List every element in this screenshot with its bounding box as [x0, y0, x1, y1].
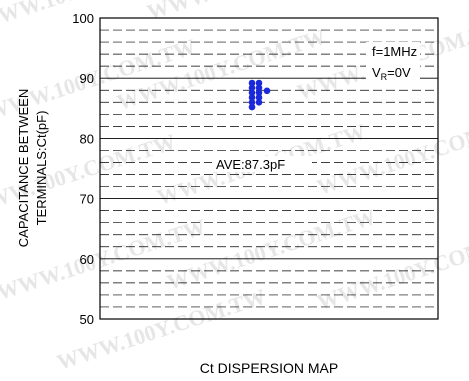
average-value: AVE:87.3pF: [216, 157, 285, 172]
average-annotation: AVE:87.3pF: [212, 156, 312, 172]
voltage-condition: VR=0V: [372, 65, 411, 82]
y-tick-label: 60: [80, 252, 94, 267]
y-tick-label: 70: [80, 192, 94, 207]
data-point: [255, 79, 263, 87]
y-axis-label-line-1: CAPACITANCE BETWEEN: [16, 89, 31, 247]
data-points: [248, 79, 271, 111]
data-point: [255, 98, 263, 106]
data-point: [248, 98, 256, 106]
y-tick-label: 80: [80, 131, 94, 146]
y-tick-label: 50: [80, 312, 94, 327]
data-point: [248, 89, 256, 96]
frequency-condition: f=1MHz: [372, 44, 417, 59]
watermark-text: WWW.100Y.COM.TW: [144, 0, 359, 25]
watermark-text: WWW.100Y.COM.TW: [314, 109, 469, 200]
y-axis-label-line-2: TERMINALS:Ct(pF): [34, 111, 49, 226]
conditions-box: f=1MHz VR=0V: [366, 42, 420, 82]
plot-area: [99, 17, 439, 320]
x-axis-label: Ct DISPERSION MAP: [200, 360, 338, 376]
data-point: [248, 84, 256, 92]
data-point: [248, 79, 256, 87]
y-tick-label: 100: [72, 11, 94, 26]
voltage-subscript: R: [381, 72, 388, 82]
data-point: [263, 87, 271, 95]
data-point: [248, 94, 256, 101]
voltage-symbol: V: [372, 65, 381, 80]
data-point: [255, 89, 263, 96]
y-tick-label: 90: [80, 71, 94, 86]
data-point: [255, 94, 263, 101]
y-axis-ticks: 50 60 70 80 90 100: [72, 11, 94, 327]
voltage-value: =0V: [387, 65, 411, 80]
data-point: [248, 103, 256, 111]
data-point: [255, 84, 263, 92]
